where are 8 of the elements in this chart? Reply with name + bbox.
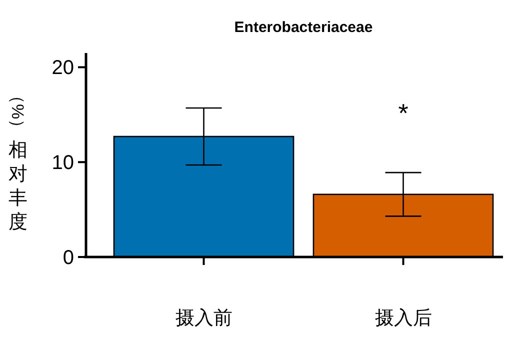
chart-title: Enterobacteriaceae <box>234 19 373 36</box>
y-tick-label: 10 <box>52 152 74 174</box>
y-axis-title: （%）相对丰度 <box>8 86 28 233</box>
x-tick-label: 摄入前 <box>175 308 232 329</box>
y-tick-label: 20 <box>52 57 74 80</box>
x-tick-label: 摄入后 <box>374 308 432 329</box>
annotation: * <box>398 98 408 128</box>
y-tick-label: 0 <box>62 247 74 269</box>
